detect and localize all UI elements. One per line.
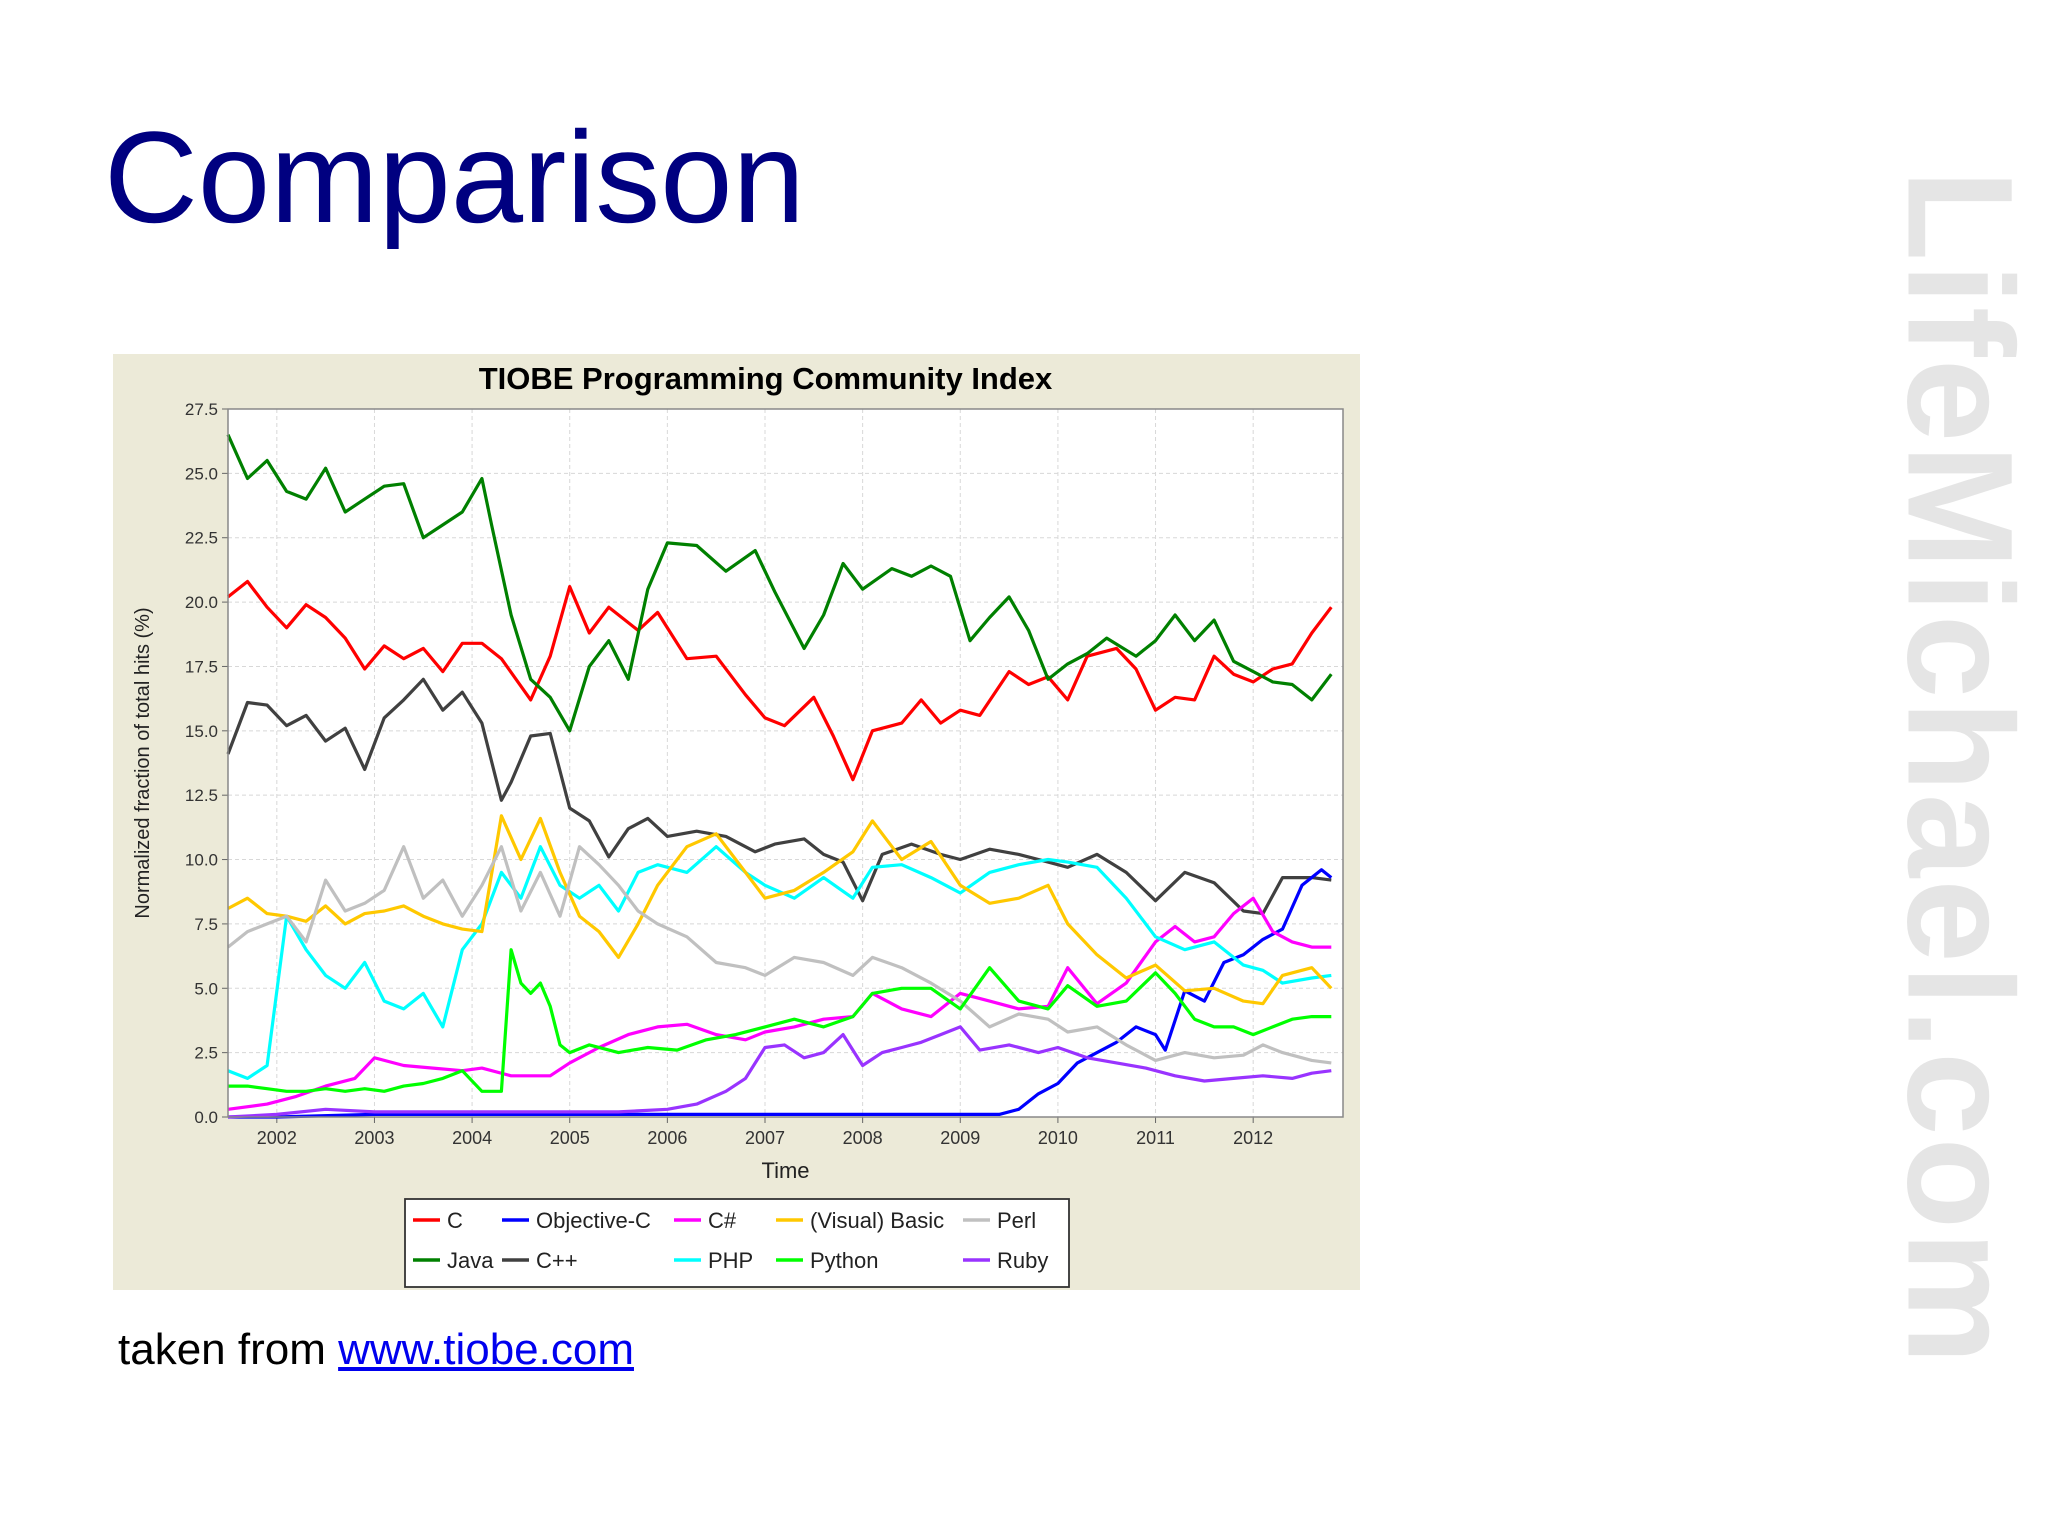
y-tick-label: 20.0 [185, 593, 218, 612]
series-line-objective-c [228, 868, 1333, 1119]
plot-border [227, 408, 1344, 1118]
y-tick-label: 25.0 [185, 464, 218, 483]
series-line-perl [227, 845, 1332, 1065]
series-line-ruby [227, 1025, 1332, 1119]
legend: C Objective-C C# (Visual) Basic Perl Java C++ P… [404, 1198, 1070, 1288]
series-line-c [227, 579, 1333, 782]
x-tick-label: 2004 [452, 1128, 492, 1148]
x-tick-label: 2005 [550, 1128, 590, 1148]
legend-item-ruby-label: Ruby [997, 1248, 1048, 1273]
y-tick-label: 2.5 [194, 1044, 218, 1063]
legend-item-objective-c-label: Objective-C [536, 1208, 651, 1233]
x-tick-label: 2003 [354, 1128, 394, 1148]
legend-item-c-label: C++ [536, 1248, 578, 1273]
legend-box [404, 1198, 1070, 1288]
y-axis-label: Normalized fraction of total hits (%) [132, 607, 154, 918]
caption-prefix: taken from [118, 1325, 339, 1374]
x-axis-label: Time [761, 1158, 809, 1183]
y-axis-ticks: 0.0 2.5 5.0 7.5 10.0 12.5 15.0 17.5 20.0 22.5 25.0… [185, 400, 228, 1127]
tiobe-line-chart: 0.0 2.5 5.0 7.5 10.0 12.5 15.0 17.5 20.0 22.5 25.0… [132, 361, 1344, 1288]
y-tick-label: 7.5 [194, 915, 218, 934]
series-line-java [226, 434, 1333, 733]
x-tick-label: 2011 [1136, 1128, 1175, 1148]
watermark: LifeMichael.com [1877, 28, 2045, 1508]
legend-item-c-label: C# [708, 1208, 737, 1233]
caption: taken from www.tiobe.com [118, 1325, 634, 1375]
y-tick-label: 27.5 [185, 400, 218, 419]
x-tick-label: 2008 [843, 1128, 883, 1148]
x-tick-label: 2009 [940, 1128, 980, 1148]
x-tick-label: 2006 [647, 1128, 687, 1148]
series-line-visual-basic [227, 814, 1333, 1006]
legend-item-c-label: C [447, 1208, 463, 1233]
series-line-cplusplus [226, 677, 1332, 916]
series-lines [226, 434, 1333, 1119]
legend-item-php-label: PHP [708, 1248, 753, 1273]
series-line-csharp [227, 896, 1332, 1111]
x-tick-label: 2002 [257, 1128, 297, 1148]
legend-item-perl-label: Perl [997, 1208, 1036, 1233]
chart-title: TIOBE Programming Community Index [479, 361, 1053, 396]
y-tick-label: 12.5 [185, 786, 218, 805]
slide-title: Comparison [104, 104, 805, 250]
x-axis-ticks: 2002 2003 2004 2005 2006 2007 2008 2009 2010 2011… [257, 1117, 1273, 1148]
x-tick-label: 2012 [1233, 1128, 1273, 1148]
plot-area [228, 409, 1343, 1117]
y-tick-label: 17.5 [185, 657, 218, 676]
y-tick-label: 22.5 [185, 529, 218, 548]
series-line-php [227, 845, 1332, 1081]
y-tick-label: 5.0 [194, 979, 218, 998]
y-tick-label: 10.0 [185, 851, 218, 870]
chart-panel: 0.0 2.5 5.0 7.5 10.0 12.5 15.0 17.5 20.0 22.5 25.0… [113, 354, 1360, 1290]
y-tick-label: 15.0 [185, 722, 218, 741]
legend-item-visual-basic-label: (Visual) Basic [810, 1208, 944, 1233]
legend-item-python-label: Python [810, 1248, 879, 1273]
series-line-python [228, 948, 1332, 1093]
watermark-text: LifeMichael.com [1876, 169, 2045, 1367]
y-tick-label: 0.0 [194, 1108, 218, 1127]
x-tick-label: 2007 [745, 1128, 785, 1148]
x-tick-label: 2010 [1038, 1128, 1078, 1148]
legend-item-java-label: Java [447, 1248, 494, 1273]
tiobe-link[interactable]: www.tiobe.com [338, 1325, 634, 1374]
